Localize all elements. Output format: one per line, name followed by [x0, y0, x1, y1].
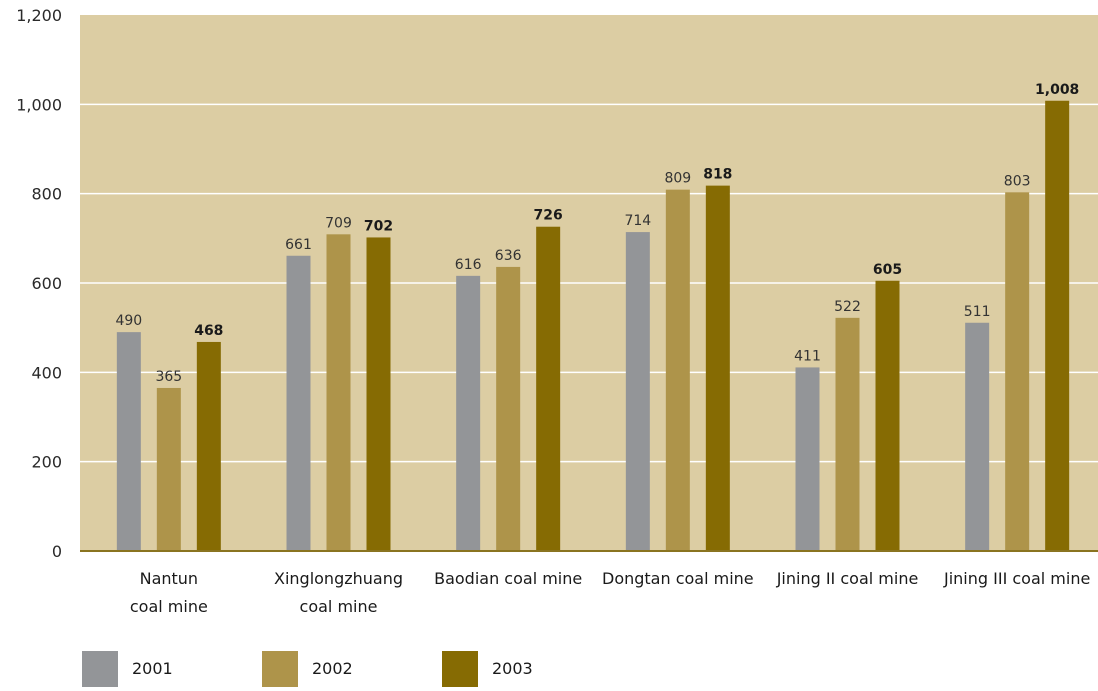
y-tick-label: 600: [31, 274, 62, 293]
y-tick-label: 800: [31, 185, 62, 204]
bar-2001: [116, 332, 141, 551]
data-label: 605: [873, 262, 902, 278]
data-label: 411: [794, 348, 821, 364]
bars: [116, 100, 1070, 552]
bar-2002: [156, 387, 181, 551]
y-tick-label: 1,000: [16, 95, 62, 114]
y-tick-label: 1,200: [16, 6, 62, 25]
bar-2003: [1045, 100, 1070, 551]
gridlines: [80, 103, 1098, 463]
data-label: 726: [534, 208, 563, 224]
legend-label: 2001: [132, 659, 173, 678]
x-tick-label: Jining III coal mine: [943, 569, 1090, 588]
bar-2003: [366, 237, 391, 551]
bar-2002: [835, 317, 860, 551]
data-label: 702: [364, 218, 393, 234]
legend-label: 2002: [312, 659, 353, 678]
bar-2003: [536, 226, 561, 551]
y-tick-label: 200: [31, 453, 62, 472]
data-label: 490: [115, 313, 142, 329]
bar-2002: [496, 266, 521, 551]
data-label: 803: [1004, 173, 1031, 189]
bar-2001: [456, 275, 481, 551]
x-axis-ticks: Nantun coal mine Xinglongzhuang coal mine Ba…: [130, 569, 1090, 616]
x-tick-label: Xinglongzhuang: [274, 569, 403, 588]
data-label: 809: [664, 171, 691, 187]
legend-swatch-2002: [262, 651, 298, 687]
bar-2002: [665, 189, 690, 551]
data-label: 1,008: [1035, 82, 1079, 98]
y-tick-label: 0: [52, 542, 62, 561]
legend: 2001 2002 2003: [82, 651, 533, 687]
bar-2002: [1005, 192, 1030, 551]
legend-swatch-2003: [442, 651, 478, 687]
legend-swatch-2001: [82, 651, 118, 687]
y-tick-label: 400: [31, 363, 62, 382]
bar-2002: [326, 234, 351, 551]
data-label: 636: [495, 248, 522, 264]
data-label: 616: [455, 257, 482, 273]
bar-2003: [875, 280, 900, 551]
x-tick-label: Jining II coal mine: [776, 569, 919, 588]
data-label: 714: [624, 213, 651, 229]
x-tick-label: coal mine: [300, 597, 378, 616]
x-tick-label: Nantun: [140, 569, 198, 588]
data-label: 709: [325, 215, 352, 231]
data-label: 511: [964, 304, 991, 320]
data-label: 818: [703, 167, 732, 183]
data-label: 522: [834, 299, 861, 315]
bar-2003: [705, 185, 730, 552]
legend-label: 2003: [492, 659, 533, 678]
x-tick-label: Dongtan coal mine: [602, 569, 754, 588]
x-tick-label: coal mine: [130, 597, 208, 616]
x-tick-label: Baodian coal mine: [434, 569, 582, 588]
bar-2001: [965, 322, 990, 551]
bar-2003: [196, 341, 221, 551]
data-label: 468: [194, 323, 223, 339]
data-label: 365: [155, 369, 182, 385]
bar-2001: [625, 232, 650, 551]
bar-2001: [795, 367, 820, 551]
data-label: 661: [285, 237, 312, 253]
bar-2001: [286, 255, 311, 551]
y-axis-ticks: 0 200 400 600 800 1,000 1,200: [16, 6, 62, 561]
data-labels: 490 365 468 661 709 702 616 636 726 714 809 818 411 5…: [115, 82, 1079, 385]
